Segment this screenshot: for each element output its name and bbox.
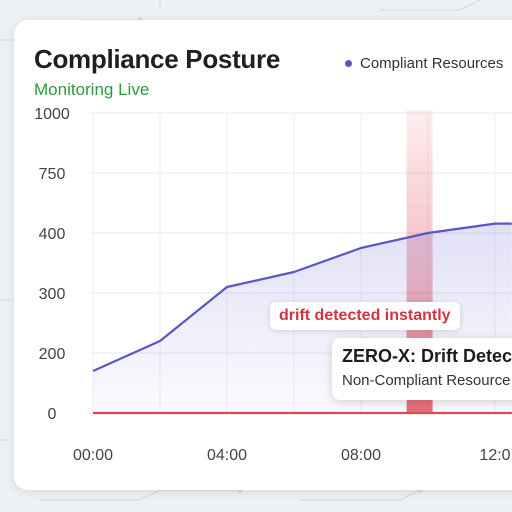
y-tick-label: 1000 xyxy=(34,106,70,123)
x-tick-label: 12:0 xyxy=(479,447,510,464)
tooltip-title: ZERO-X: Drift Detecte xyxy=(342,346,512,366)
chart-legend[interactable]: Compliant Resources xyxy=(345,55,503,72)
x-tick-label: 00:00 xyxy=(73,447,113,464)
y-tick-label: 400 xyxy=(39,226,66,243)
legend-label: Compliant Resources xyxy=(360,55,504,72)
x-tick-label: 08:00 xyxy=(341,447,381,464)
monitoring-status: Monitoring Live xyxy=(34,80,150,99)
chart-card: Compliance Posture Monitoring Live Compl… xyxy=(14,20,512,490)
y-tick-label: 0 xyxy=(48,406,57,423)
line-chart: 0 200 300 400 750 1000 00:00 04:00 08:00 12:0 xyxy=(34,106,512,464)
y-tick-label: 750 xyxy=(39,166,66,183)
drift-callout: drift detected instantly xyxy=(270,302,460,330)
y-tick-label: 200 xyxy=(39,346,66,363)
compliant-series-line[interactable] xyxy=(92,222,512,373)
legend-dot-icon xyxy=(345,60,352,67)
drift-tooltip: ZERO-X: Drift Detecte Non-Compliant Reso… xyxy=(332,338,512,400)
tooltip-subtitle: Non-Compliant Resource xyxy=(342,372,511,389)
chart-title: Compliance Posture xyxy=(34,44,280,74)
y-tick-label: 300 xyxy=(39,286,66,303)
x-tick-label: 04:00 xyxy=(207,447,247,464)
